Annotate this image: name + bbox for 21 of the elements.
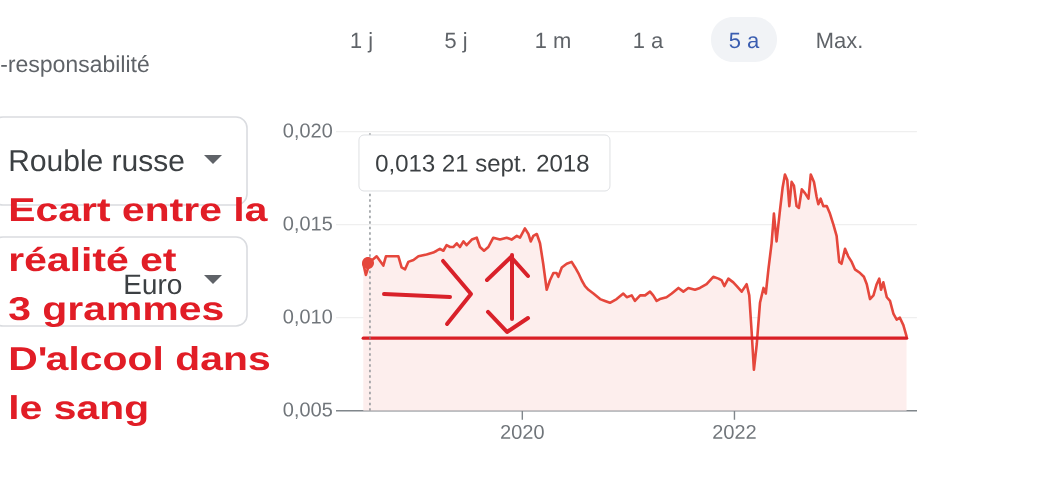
text: Euro [125, 274, 182, 295]
text: 5 j [445, 32, 467, 53]
x-tick-label: 2020 [501, 424, 544, 440]
text: 1 a [634, 32, 664, 49]
text: Ecart entre la [10, 197, 268, 222]
text: réalité et [10, 246, 176, 272]
y-tick-label: 0,020 [283, 123, 333, 140]
x-tick-label: 2022 [713, 424, 756, 440]
text: Max. [817, 32, 862, 49]
text: le sang [11, 395, 147, 426]
text: 3 grammes [9, 296, 223, 327]
text: 5 a [729, 32, 760, 49]
ref-line-label: 0,013 21 sept. 2018 [376, 154, 589, 177]
text: -responsabilité [1, 55, 149, 77]
text: Rouble russe [10, 149, 184, 172]
text: D'alcool dans [10, 346, 270, 371]
y-tick-label: 0,015 [283, 216, 332, 233]
y-tick-label: 0,010 [283, 309, 333, 326]
text: 1 m [536, 32, 570, 48]
text: 1 j [351, 32, 372, 53]
y-tick-label: 0,005 [283, 402, 332, 419]
